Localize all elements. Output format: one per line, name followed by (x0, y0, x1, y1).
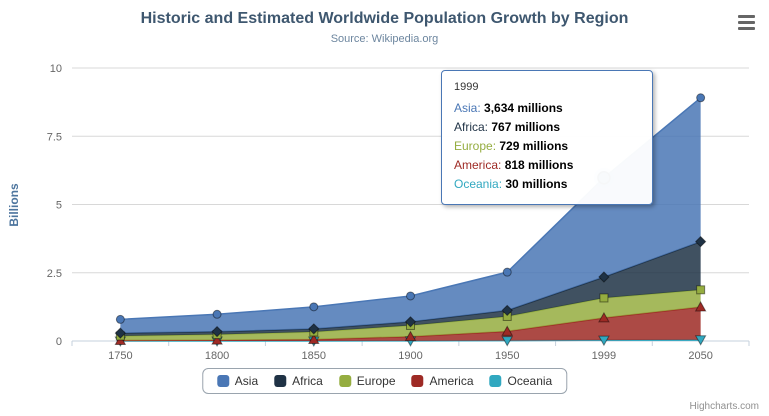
x-tick-label: 1800 (205, 350, 229, 362)
highcharts-credit-link[interactable]: Highcharts.com (689, 401, 759, 412)
area-africa[interactable] (120, 241, 701, 337)
area-asia[interactable] (120, 97, 701, 334)
tooltip-row-oceania: Oceania: 30 millions (454, 175, 640, 194)
y-tick-label: 10 (50, 63, 62, 75)
tooltip-series-value: 818 millions (504, 158, 574, 173)
legend-label: Africa (292, 374, 323, 388)
marker-america[interactable] (307, 333, 320, 344)
tooltip-series-name: Europe: (454, 138, 500, 153)
legend-label: Oceania (507, 374, 553, 388)
tooltip-row-africa: Africa: 767 millions (454, 118, 640, 137)
x-tick-label: 2050 (688, 350, 712, 362)
marker-oceania[interactable] (501, 336, 514, 347)
tooltip-header: 1999 (454, 81, 479, 93)
tooltip-series-name: Oceania: (454, 177, 506, 192)
hamburger-bar (738, 27, 755, 30)
marker-america[interactable] (404, 330, 417, 342)
marker-europe[interactable] (599, 293, 609, 303)
legend-item-europe[interactable]: Europe (338, 374, 396, 388)
y-tick-label: 0 (56, 336, 62, 348)
tooltip: 1999 Asia: 3,634 millions Africa: 767 mil… (441, 70, 653, 205)
marker-asia[interactable] (212, 309, 222, 319)
marker-america[interactable] (501, 325, 514, 336)
marker-america[interactable] (211, 334, 223, 345)
marker-africa[interactable] (211, 325, 223, 338)
legend-item-oceania[interactable]: Oceania (489, 374, 553, 388)
marker-europe[interactable] (696, 285, 706, 295)
marker-africa[interactable] (404, 316, 417, 328)
hamburger-bar (738, 15, 755, 18)
tooltip-row-asia: Asia: 3,634 millions (454, 99, 640, 118)
legend-swatch-africa (274, 375, 287, 387)
marker-asia[interactable] (696, 93, 706, 103)
legend-label: America (429, 374, 474, 388)
tooltip-series-value: 30 millions (505, 177, 568, 192)
y-tick-label: 5 (56, 200, 62, 212)
marker-africa[interactable] (114, 327, 127, 339)
tooltip-series-name: Asia: (454, 100, 485, 115)
chart-title: Historic and Estimated Worldwide Populat… (140, 10, 629, 27)
marker-asia[interactable] (406, 291, 415, 301)
tooltip-series-value: 3,634 millions (484, 100, 563, 115)
marker-asia[interactable] (115, 314, 125, 324)
legend-item-africa[interactable]: Africa (274, 374, 323, 388)
tooltip-series-name: America: (454, 158, 505, 173)
hamburger-menu-icon[interactable] (738, 15, 755, 33)
tooltip-rows: Asia: 3,634 millions Africa: 767 millions… (454, 99, 640, 195)
y-tick-label: 2.5 (47, 268, 62, 280)
marker-africa[interactable] (598, 271, 610, 283)
marker-africa[interactable] (308, 323, 320, 335)
chart-subtitle: Source: Wikipedia.org (330, 33, 439, 45)
marker-oceania[interactable] (694, 335, 707, 346)
x-tick-label: 1850 (302, 350, 326, 362)
y-tick-label: 7.5 (47, 131, 62, 143)
marker-africa[interactable] (501, 304, 513, 317)
legend-item-asia[interactable]: Asia (216, 374, 259, 388)
marker-africa[interactable] (694, 235, 707, 248)
x-tick-label: 1900 (398, 350, 422, 362)
x-tick-label: 1999 (592, 350, 616, 362)
legend-swatch-oceania (489, 375, 502, 387)
area-america[interactable] (120, 306, 701, 341)
marker-america[interactable] (598, 311, 610, 323)
marker-oceania[interactable] (598, 335, 610, 347)
x-tick-label: 1950 (495, 350, 519, 362)
tooltip-series-value: 729 millions (499, 138, 569, 153)
legend: Asia Africa Europe America Oceania (201, 368, 568, 394)
x-tick-label: 1750 (108, 350, 132, 362)
marker-asia[interactable] (309, 302, 319, 312)
tooltip-series-name: Africa: (454, 119, 492, 134)
legend-swatch-america (411, 375, 424, 387)
tooltip-row-america: America: 818 millions (454, 156, 640, 175)
marker-america[interactable] (694, 300, 707, 312)
legend-item-america[interactable]: America (411, 374, 474, 388)
legend-label: Asia (234, 374, 259, 388)
marker-asia[interactable] (502, 267, 512, 277)
tooltip-series-value: 767 millions (491, 119, 561, 134)
y-axis-title: Billions (7, 183, 21, 227)
legend-swatch-asia (216, 375, 229, 387)
hamburger-bar (738, 21, 755, 24)
tooltip-row-europe: Europe: 729 millions (454, 137, 640, 156)
legend-label: Europe (356, 374, 396, 388)
legend-swatch-europe (338, 375, 351, 387)
